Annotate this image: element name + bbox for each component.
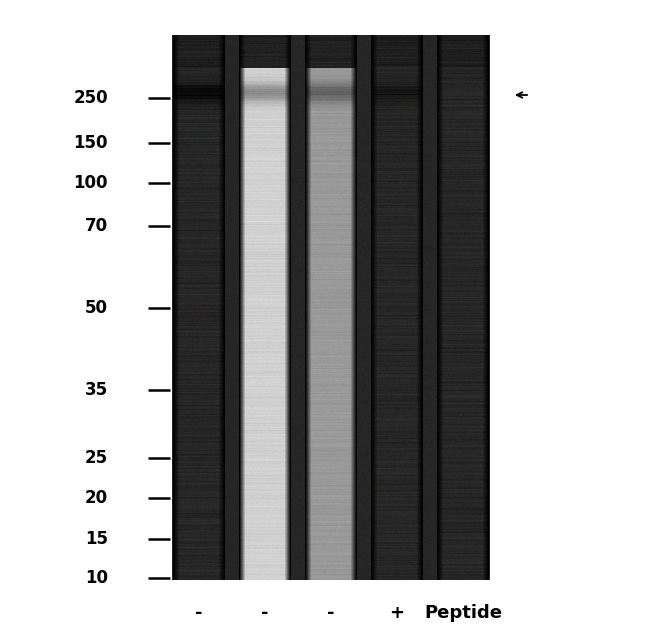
Text: 70: 70: [85, 217, 108, 235]
Text: +: +: [389, 604, 404, 622]
Text: 100: 100: [73, 174, 108, 192]
Text: 35: 35: [85, 381, 108, 399]
Text: -: -: [195, 604, 203, 622]
Text: 15: 15: [85, 530, 108, 548]
Text: Peptide: Peptide: [424, 604, 502, 622]
Text: -: -: [327, 604, 335, 622]
Text: -: -: [261, 604, 268, 622]
Text: 20: 20: [85, 489, 108, 507]
Text: 150: 150: [73, 134, 108, 152]
Text: 10: 10: [85, 569, 108, 587]
Text: 50: 50: [85, 299, 108, 317]
Text: 25: 25: [85, 449, 108, 467]
Text: 250: 250: [73, 89, 108, 107]
